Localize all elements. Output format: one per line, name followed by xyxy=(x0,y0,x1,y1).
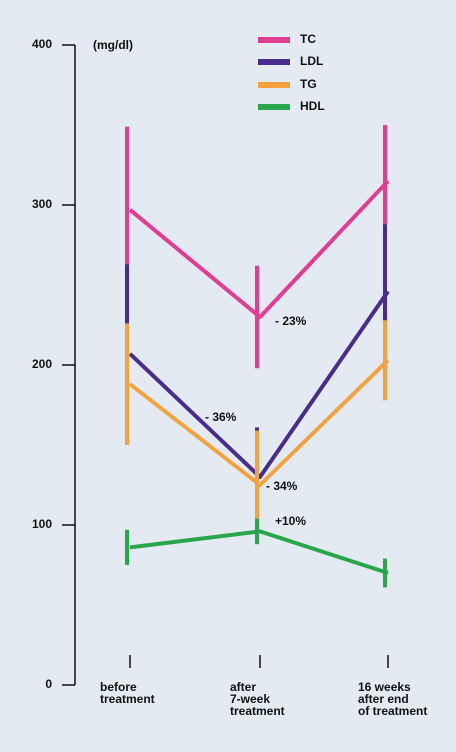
legend-label: TG xyxy=(300,77,317,91)
x-tick-label: before treatment xyxy=(100,680,155,706)
annotation: +10% xyxy=(275,514,306,528)
legend-label: HDL xyxy=(300,99,325,113)
legend-label: TC xyxy=(300,32,316,46)
y-tick-label: 200 xyxy=(32,357,52,371)
y-tick-label: 300 xyxy=(32,197,52,211)
y-tick-label: 0 xyxy=(45,677,52,691)
x-tick-label: 16 weeks after end of treatment xyxy=(358,680,427,718)
y-tick-label: 400 xyxy=(32,37,52,51)
series-line xyxy=(128,358,390,487)
legend-label: LDL xyxy=(300,54,323,68)
annotation: - 34% xyxy=(266,479,298,493)
x-tick-label: after 7-week treatment xyxy=(230,680,285,718)
series-line xyxy=(128,290,390,479)
series-line xyxy=(128,179,390,319)
unit-label: (mg/dl) xyxy=(93,38,133,52)
series-line xyxy=(129,529,389,575)
annotation: - 23% xyxy=(275,314,307,328)
y-tick-label: 100 xyxy=(32,517,52,531)
annotation: - 36% xyxy=(205,410,237,424)
